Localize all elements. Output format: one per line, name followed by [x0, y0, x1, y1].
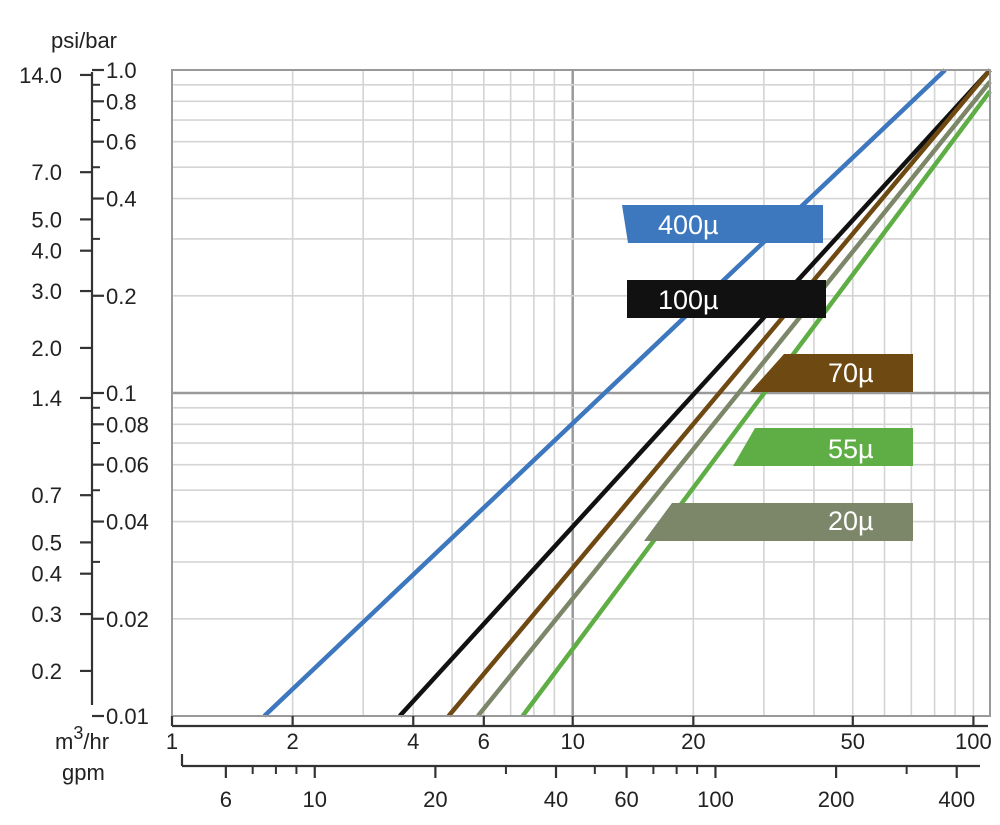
annotation-layer: 400µ 100µ 70µ 55µ 20µ: [622, 205, 913, 541]
bar-tick-label: 0.4: [106, 187, 137, 212]
series-line: [520, 89, 992, 718]
series-tag-label: 400µ: [658, 210, 719, 240]
bar-tick-label: 0.2: [106, 284, 137, 309]
gpm-tick-label: 6: [220, 787, 232, 812]
m3hr-tick-label: 50: [841, 729, 865, 754]
psi-tick-label: 0.7: [31, 483, 62, 508]
bar-tick-label: 0.01: [106, 704, 149, 729]
series-line: [476, 80, 992, 718]
psi-tick-label: 4.0: [31, 239, 62, 264]
y-axis-units-label: psi/bar: [51, 28, 117, 53]
x-primary-axis-label: m3/hr: [55, 723, 109, 754]
psi-tick-label: 3.0: [31, 279, 62, 304]
series-layer: [262, 68, 992, 718]
m3hr-tick-label: 10: [560, 729, 584, 754]
m3hr-tick-label: 100: [955, 729, 992, 754]
m3hr-tick-label: 1: [166, 729, 178, 754]
psi-tick-label: 14.0: [19, 63, 62, 88]
psi-tick-label: 7.0: [31, 160, 62, 185]
bar-tick-label: 1.0: [106, 58, 137, 83]
bar-tick-label: 0.02: [106, 607, 149, 632]
psi-tick-label: 0.3: [31, 602, 62, 627]
series-tag-label: 70µ: [828, 358, 874, 388]
grid-layer: [172, 70, 990, 716]
m3hr-tick-label: 4: [407, 729, 419, 754]
x-secondary-axis-label: gpm: [62, 760, 105, 785]
gpm-tick-label: 10: [303, 787, 327, 812]
series-tag-label: 100µ: [658, 285, 719, 315]
gpm-tick-label: 60: [614, 787, 638, 812]
bar-tick-label: 0.08: [106, 412, 149, 437]
gpm-tick-label: 400: [938, 787, 975, 812]
gpm-tick-label: 20: [423, 787, 447, 812]
series-tag-label: 20µ: [828, 506, 874, 536]
bar-tick-label: 0.06: [106, 453, 149, 478]
series-tag-label: 55µ: [828, 434, 874, 464]
x-axis: 1 2 4 6 10 20 50 100 6 10 20 40 60 100 200 400: [166, 716, 992, 812]
bar-tick-label: 0.8: [106, 89, 137, 114]
series-tag: [627, 280, 826, 318]
gpm-tick-label: 100: [697, 787, 734, 812]
bar-tick-label: 0.6: [106, 130, 137, 155]
psi-tick-label: 0.4: [31, 562, 62, 587]
bar-tick-label: 0.1: [106, 381, 137, 406]
series-tag: [622, 205, 823, 243]
gpm-tick-label: 200: [818, 787, 855, 812]
m3hr-tick-label: 2: [286, 729, 298, 754]
psi-tick-label: 5.0: [31, 207, 62, 232]
series-tag: [644, 503, 913, 541]
m3hr-tick-label: 20: [681, 729, 705, 754]
series-line: [398, 68, 992, 718]
psi-tick-label: 1.4: [31, 386, 62, 411]
m3hr-tick-label: 6: [478, 729, 490, 754]
psi-tick-label: 0.5: [31, 530, 62, 555]
bar-tick-label: 0.04: [106, 510, 149, 535]
psi-tick-label: 0.2: [31, 659, 62, 684]
series-line: [446, 68, 992, 718]
series-line: [262, 68, 947, 718]
plot-frame: [171, 69, 991, 717]
series-tag: [750, 354, 913, 392]
psi-tick-label: 2.0: [31, 336, 62, 361]
gpm-tick-label: 40: [544, 787, 568, 812]
series-tag: [733, 428, 913, 466]
y-axis: 0.01 0.02 0.04 0.06 0.08 0.1 0.2 0.4 0.6 0.8 1.0 0.…: [19, 58, 149, 729]
